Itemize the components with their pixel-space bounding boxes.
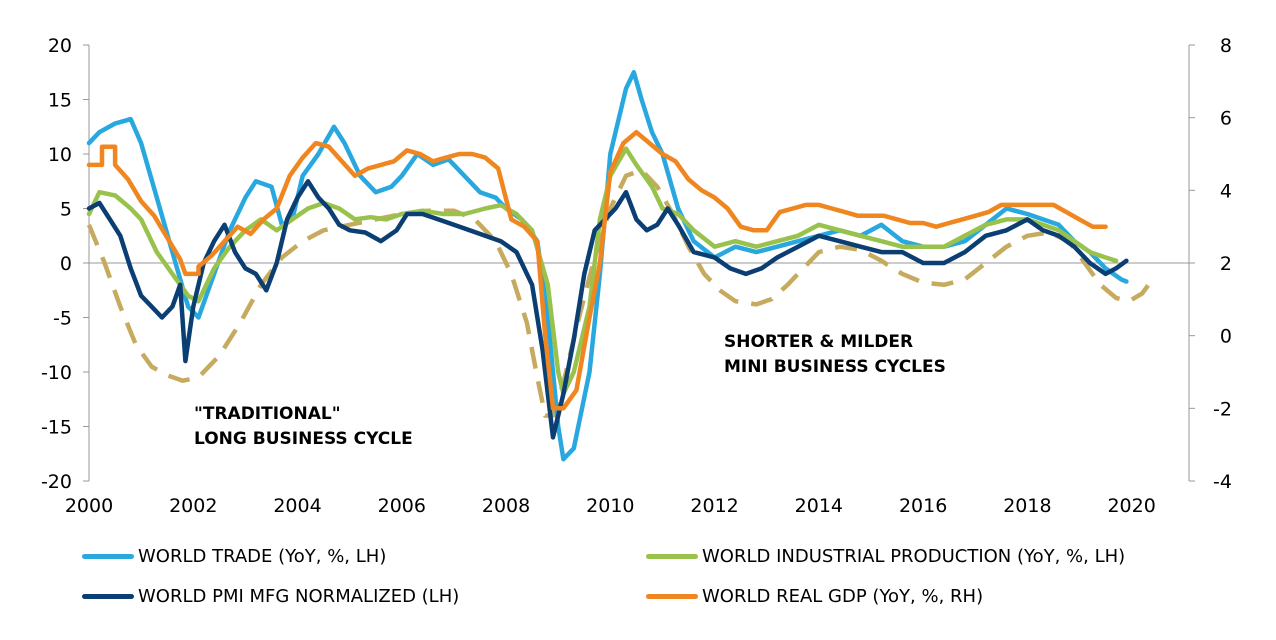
x-tick-label: 2010 [586,495,634,517]
x-tick-label: 2020 [1107,495,1155,517]
x-tick-label: 2012 [690,495,738,517]
annotation-mini-line1: SHORTER & MILDER [724,332,913,352]
left-tick-label: -5 [53,308,72,330]
series-pmi [86,179,1129,440]
left-tick-label: -15 [41,417,72,439]
x-tick-label: 2006 [378,495,426,517]
series-industrial-production [86,146,1119,397]
left-tick-label: 0 [60,253,72,275]
left-tick-label: 20 [48,35,72,57]
series-real-gdp [86,129,1108,411]
legend-swatch-real-gdp [646,594,698,599]
legend-swatch-world-trade [82,554,134,559]
left-tick-label: 15 [48,90,72,112]
legend-item-industrial-production: WORLD INDUSTRIAL PRODUCTION (YoY, %, LH) [646,546,1125,567]
right-tick-label: 4 [1220,180,1232,202]
annotation-traditional-line1: "TRADITIONAL" [194,404,341,424]
annotation-traditional: "TRADITIONAL" LONG BUSINESS CYCLE [194,404,413,449]
series-layer [86,70,1155,462]
x-tick-label: 2004 [273,495,321,517]
x-tick-label: 2016 [899,495,947,517]
left-tick-label: -10 [41,362,72,384]
left-tick-label: -20 [41,471,72,493]
right-tick-label: 2 [1220,253,1232,275]
legend-label-industrial-production: WORLD INDUSTRIAL PRODUCTION (YoY, %, LH) [702,546,1126,567]
legend-swatch-pmi [82,594,134,599]
x-tick-label: 2014 [795,495,843,517]
left-tick-label: 5 [60,199,72,221]
legend-item-world-trade: WORLD TRADE (YoY, %, LH) [82,546,386,567]
x-tick-label: 2008 [482,495,530,517]
legend-label-world-trade: WORLD TRADE (YoY, %, LH) [138,546,387,567]
legend-label-real-gdp: WORLD REAL GDP (YoY, %, RH) [702,586,984,607]
right-tick-label: -4 [1213,471,1232,493]
annotation-mini-cycles: SHORTER & MILDER MINI BUSINESS CYCLES [724,332,946,377]
legend-swatch-industrial-production [646,554,698,559]
axes-layer [83,44,1195,482]
x-tick-label: 2018 [1003,495,1051,517]
legend-label-pmi: WORLD PMI MFG NORMALIZED (LH) [138,586,460,607]
legend-item-pmi: WORLD PMI MFG NORMALIZED (LH) [82,586,459,607]
right-tick-label: 0 [1220,326,1232,348]
annotation-mini-line2: MINI BUSINESS CYCLES [724,357,946,377]
x-tick-label: 2000 [65,495,113,517]
right-tick-label: 8 [1220,35,1232,57]
left-tick-label: 10 [48,144,72,166]
annotation-traditional-line2: LONG BUSINESS CYCLE [194,429,413,449]
right-tick-label: 6 [1220,108,1232,130]
right-tick-label: -2 [1213,398,1232,420]
legend: WORLD TRADE (YoY, %, LH) WORLD INDUSTRIA… [0,540,1276,630]
x-tick-label: 2002 [169,495,217,517]
legend-item-real-gdp: WORLD REAL GDP (YoY, %, RH) [646,586,983,607]
